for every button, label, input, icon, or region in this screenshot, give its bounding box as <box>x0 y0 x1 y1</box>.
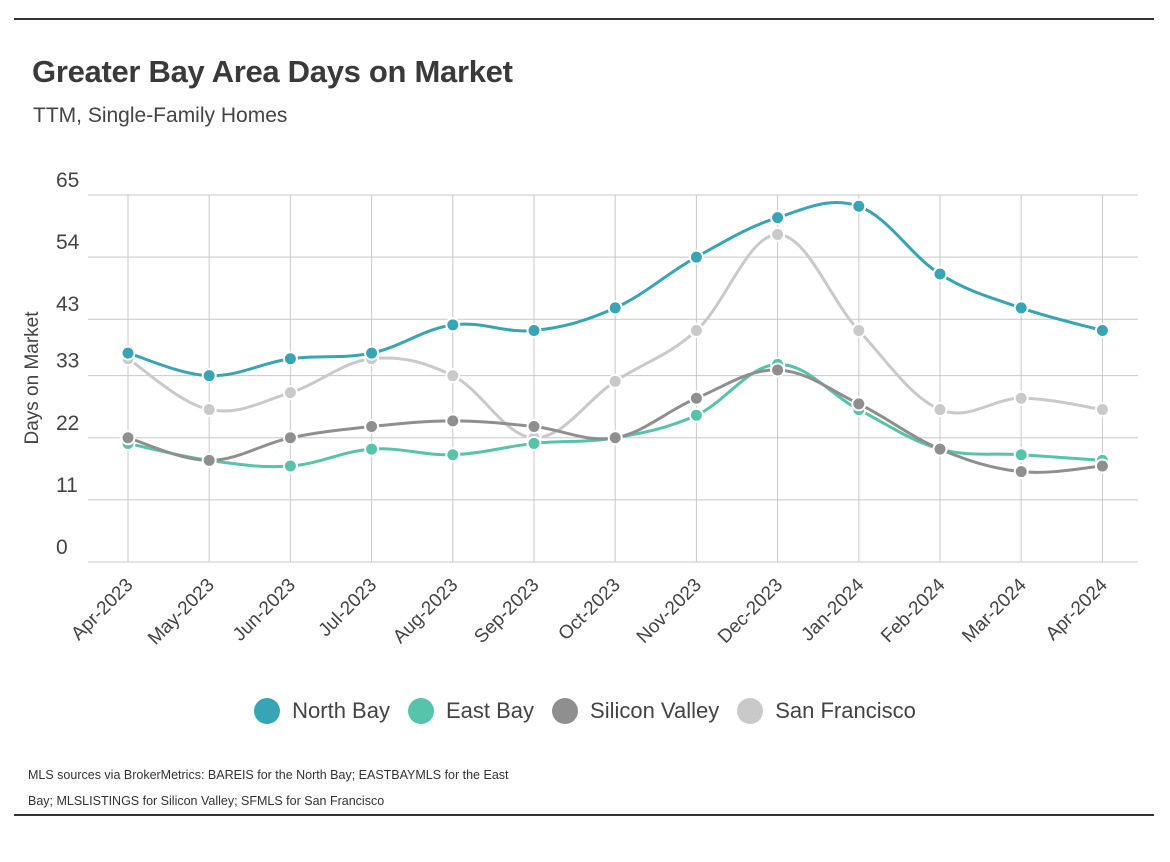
y-tick-label: 33 <box>56 350 79 373</box>
y-tick-label: 11 <box>56 474 78 497</box>
x-tick-label: May-2023 <box>144 575 219 650</box>
data-point-silicon-valley <box>770 362 786 378</box>
x-tick-label: Apr-2024 <box>1042 574 1112 644</box>
top-rule <box>14 18 1154 20</box>
data-point-san-francisco <box>688 323 704 339</box>
x-tick-label: Dec-2023 <box>714 575 787 648</box>
x-tick-label: Jan-2024 <box>797 574 868 645</box>
data-point-san-francisco <box>1013 390 1029 406</box>
x-tick-label: Sep-2023 <box>470 575 543 648</box>
data-point-san-francisco <box>1094 402 1110 418</box>
data-point-silicon-valley <box>851 396 867 412</box>
data-point-silicon-valley <box>607 430 623 446</box>
legend-item-east-bay: East Bay <box>407 698 535 724</box>
data-point-silicon-valley <box>526 418 542 434</box>
data-point-silicon-valley <box>445 413 461 429</box>
y-tick-label: 65 <box>56 169 79 192</box>
data-point-san-francisco <box>770 227 786 243</box>
data-point-san-francisco <box>851 323 867 339</box>
y-axis-label: Days on Market <box>22 311 43 445</box>
data-point-silicon-valley <box>282 430 298 446</box>
data-point-north-bay <box>120 345 136 361</box>
data-point-north-bay <box>201 368 217 384</box>
data-point-north-bay <box>851 198 867 214</box>
data-point-san-francisco <box>201 402 217 418</box>
x-tick-label: Jul-2023 <box>315 575 381 641</box>
x-tick-label: Jun-2023 <box>229 575 300 646</box>
y-tick-label: 54 <box>56 231 80 254</box>
y-tick-label: 22 <box>56 412 79 435</box>
data-point-north-bay <box>1094 323 1110 339</box>
x-tick-label: Oct-2023 <box>555 575 625 645</box>
data-point-east-bay <box>688 407 704 423</box>
data-point-silicon-valley <box>688 390 704 406</box>
x-tick-label: Aug-2023 <box>389 575 462 648</box>
data-point-north-bay <box>526 323 542 339</box>
data-point-east-bay <box>364 441 380 457</box>
legend-marker <box>552 698 579 724</box>
x-tick-label: Apr-2023 <box>67 575 137 645</box>
x-tick-label: Nov-2023 <box>633 575 706 648</box>
bottom-rule <box>14 814 1154 816</box>
data-point-san-francisco <box>607 373 623 389</box>
chart-title: Greater Bay Area Days on Market <box>32 54 513 89</box>
chart-subtitle: TTM, Single-Family Homes <box>33 104 288 127</box>
data-point-east-bay <box>1013 447 1029 463</box>
data-point-north-bay <box>282 351 298 367</box>
legend-item-silicon-valley: Silicon Valley <box>552 698 719 724</box>
data-point-north-bay <box>1013 300 1029 316</box>
data-point-silicon-valley <box>120 430 136 446</box>
legend-label: Silicon Valley <box>590 698 720 723</box>
data-point-east-bay <box>526 435 542 451</box>
data-point-north-bay <box>364 345 380 361</box>
legend-label: East Bay <box>445 698 535 723</box>
legend-marker <box>737 698 764 724</box>
legend-marker <box>407 698 434 724</box>
legend-item-san-francisco: San Francisco <box>737 698 916 724</box>
chart-legend: North Bay East Bay Silicon Valley San Franc… <box>0 698 1170 724</box>
data-point-silicon-valley <box>932 441 948 457</box>
data-point-north-bay <box>932 266 948 282</box>
data-point-silicon-valley <box>1013 464 1029 480</box>
x-tick-label: Feb-2024 <box>877 574 950 647</box>
data-point-north-bay <box>607 300 623 316</box>
data-point-san-francisco <box>445 368 461 384</box>
line-chart: 0 11 22 33 43 54 65 Apr-2023 May-2023 Jun-2023 Jul… <box>22 169 1138 650</box>
data-point-east-bay <box>282 458 298 474</box>
data-point-east-bay <box>445 447 461 463</box>
legend-label: North Bay <box>292 698 390 723</box>
x-tick-label: Mar-2024 <box>958 574 1031 647</box>
legend-label: San Francisco <box>775 698 916 723</box>
legend-marker <box>254 698 281 724</box>
data-point-north-bay <box>445 317 461 333</box>
data-point-silicon-valley <box>1094 458 1110 474</box>
data-point-san-francisco <box>282 385 298 401</box>
y-tick-label: 43 <box>56 293 79 316</box>
data-point-silicon-valley <box>201 452 217 468</box>
data-point-silicon-valley <box>364 418 380 434</box>
source-note: MLS sources via BrokerMetrics: BAREIS fo… <box>28 768 509 808</box>
data-point-north-bay <box>688 249 704 265</box>
legend-item-north-bay: North Bay <box>254 698 390 724</box>
data-point-north-bay <box>770 210 786 226</box>
data-point-san-francisco <box>932 402 948 418</box>
y-tick-label: 0 <box>56 536 68 559</box>
